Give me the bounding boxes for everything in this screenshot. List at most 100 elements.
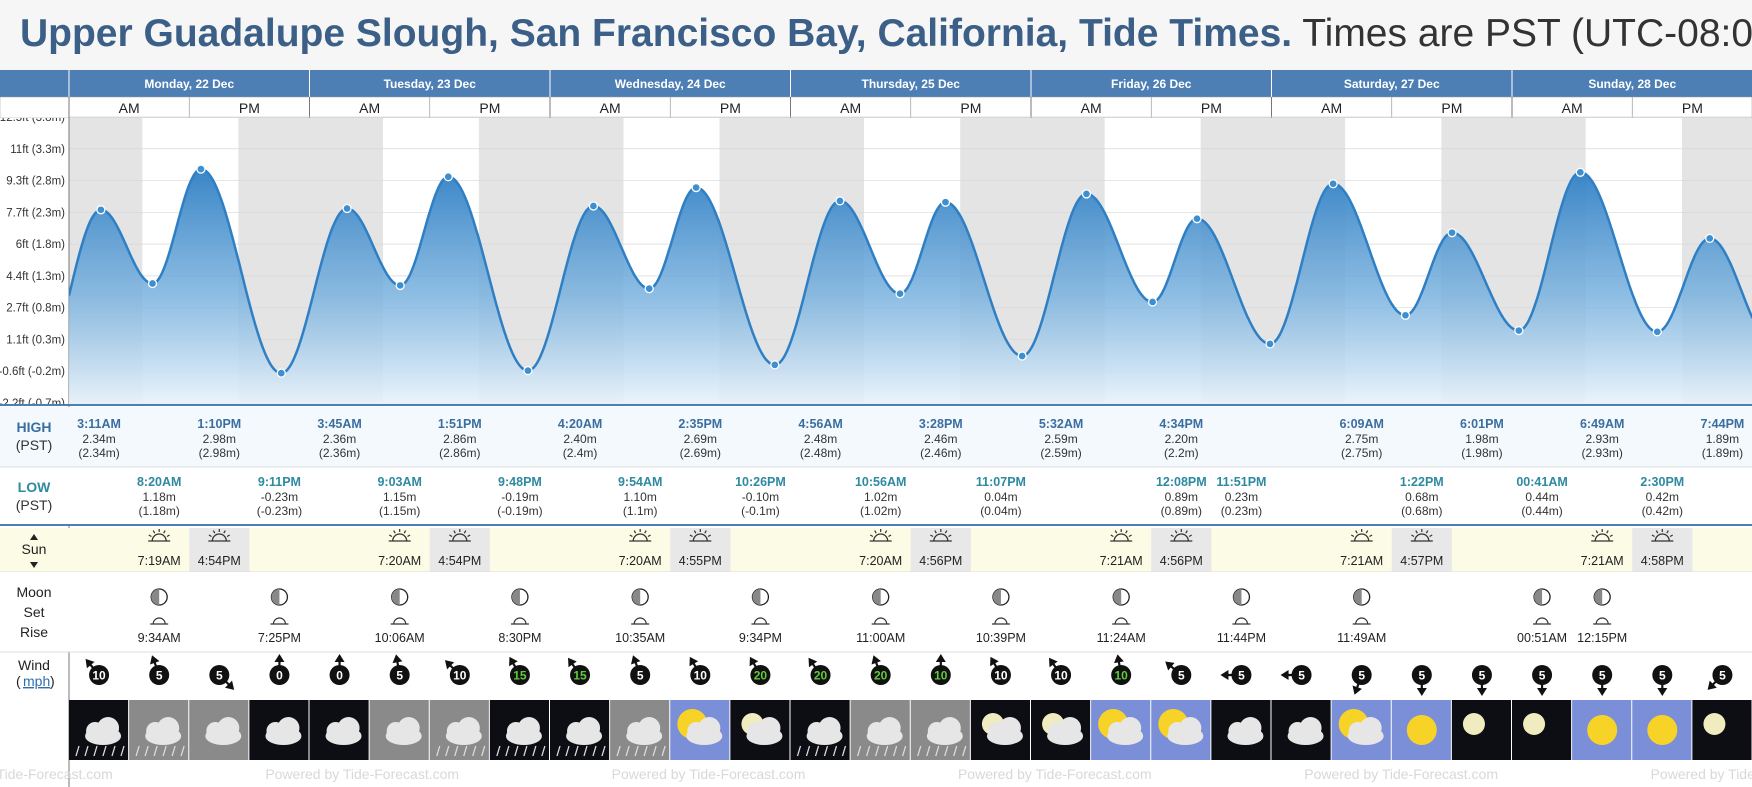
low-height-paren: (1.15m) (379, 504, 420, 518)
day-label: Tuesday, 23 Dec (384, 77, 477, 91)
y-tick-label: 4.4ft (1.3m) (6, 271, 65, 283)
day-label: Saturday, 27 Dec (1344, 77, 1440, 91)
sunset-time: 4:58PM (1641, 554, 1684, 568)
night-moon-weather-icon (1692, 700, 1752, 760)
sunset-cell (1632, 528, 1693, 572)
low-time: 9:54AM (618, 475, 662, 489)
sunrise-icon (629, 529, 652, 542)
wind-dot (1051, 665, 1072, 685)
moon-phase-icon (150, 588, 168, 606)
low-height-paren: (-0.19m) (497, 504, 542, 518)
moonset-icon (390, 617, 409, 625)
moon-time: 8:30PM (498, 631, 541, 645)
wind-speed: 5 (1238, 669, 1245, 683)
wind-dot (1171, 665, 1192, 685)
low-label: LOW (18, 479, 51, 495)
low-height-paren: (1.1m) (623, 504, 658, 518)
high-height: 2.48m (804, 432, 837, 446)
sunset-time: 4:55PM (679, 554, 722, 568)
sunset-cell (910, 528, 971, 572)
low-row-bg (0, 467, 1752, 525)
high-tide-point (443, 172, 453, 182)
wind-dot (209, 665, 230, 685)
high-time: 1:10PM (197, 417, 241, 431)
moonset-icon (1112, 617, 1131, 625)
day-label: Friday, 26 Dec (1111, 77, 1192, 91)
moon-label: Moon (16, 584, 51, 600)
moon-rise-label: Rise (20, 624, 48, 640)
low-height-paren: (0.23m) (1221, 504, 1262, 518)
watermark: Powered by Tide-Forecast.com (958, 766, 1152, 782)
cloud-weather-icon (189, 700, 249, 760)
moon-time: 7:25PM (258, 631, 301, 645)
high-height: 1.98m (1465, 432, 1498, 446)
wind-speed: 5 (637, 669, 644, 683)
page-title: Upper Guadalupe Slough, San Francisco Ba… (20, 12, 1752, 56)
wind-speed: 10 (1054, 669, 1068, 683)
moon-phase-icon (1593, 588, 1611, 606)
high-time: 4:34PM (1159, 417, 1203, 431)
high-tide-point (1447, 228, 1457, 238)
pm-label: PM (960, 100, 981, 116)
wind-dot (1712, 665, 1733, 685)
sunrise-icon (869, 529, 892, 542)
moon-time: 10:06AM (375, 631, 425, 645)
moonrise-icon (270, 617, 289, 625)
watermark: Powered by Tide-Forecast.com (612, 766, 806, 782)
high-height-paren: (2.86m) (439, 446, 480, 460)
am-label: AM (119, 100, 140, 116)
high-time: 3:45AM (317, 417, 361, 431)
y-tick-label: 9.3ft (2.8m) (6, 176, 65, 188)
moon-time: 12:15PM (1577, 631, 1627, 645)
low-tide-point (1265, 339, 1275, 349)
sunset-icon (1651, 529, 1674, 542)
sun-cloud-weather-icon (1091, 700, 1151, 760)
wind-dot (1532, 665, 1553, 685)
high-tide-point (1575, 167, 1585, 177)
sunset-time: 4:57PM (1400, 554, 1443, 568)
night-cloud-weather-icon (1211, 700, 1271, 760)
wind-speed: 20 (754, 669, 768, 683)
moon-set-label: Set (23, 604, 44, 620)
low-tide-point (1017, 351, 1027, 361)
high-tide-point (835, 196, 845, 206)
pm-label: PM (239, 100, 260, 116)
high-height-paren: (2.4m) (563, 446, 598, 460)
low-height-paren: (0.68m) (1401, 504, 1442, 518)
low-height: 1.02m (864, 490, 897, 504)
pm-label: PM (1441, 100, 1462, 116)
cloud-weather-icon (369, 700, 429, 760)
wind-speed: 15 (513, 669, 527, 683)
low-height: -0.23m (261, 490, 298, 504)
low-height-paren: (0.89m) (1161, 504, 1202, 518)
pm-label: PM (1201, 100, 1222, 116)
low-tide-point (770, 360, 780, 370)
sunrise-time: 7:21AM (1581, 554, 1624, 568)
low-tide-point (644, 283, 654, 294)
high-time: 5:32AM (1039, 417, 1083, 431)
moon-phase-icon (511, 588, 529, 606)
wind-dot (389, 665, 410, 685)
moon-time: 10:35AM (615, 631, 665, 645)
high-time: 6:49AM (1580, 417, 1624, 431)
wind-speed: 5 (216, 669, 223, 683)
low-tide-point (895, 289, 905, 299)
wind-speed: 0 (336, 669, 343, 683)
wind-speed: 5 (1659, 669, 1666, 683)
cloud-rain-weather-icon (129, 700, 189, 760)
moon-time: 11:44PM (1217, 631, 1266, 645)
night-moon-cloud-weather-icon (1031, 700, 1091, 760)
high-height-paren: (2.69m) (680, 446, 721, 460)
high-time: 6:09AM (1339, 417, 1383, 431)
cloud-rain-weather-icon (850, 700, 910, 760)
moon-time: 10:39PM (976, 631, 1026, 645)
high-height: 2.69m (684, 432, 717, 446)
wind-dot (690, 665, 711, 685)
low-tide-point (276, 368, 286, 378)
high-height: 2.40m (563, 432, 596, 446)
sunset-cell (670, 528, 731, 572)
sunset-time: 4:56PM (1160, 554, 1203, 568)
wind-dot (1351, 665, 1372, 685)
location-title: Upper Guadalupe Slough, San Francisco Ba… (20, 12, 1293, 55)
wind-dot (1471, 665, 1492, 685)
